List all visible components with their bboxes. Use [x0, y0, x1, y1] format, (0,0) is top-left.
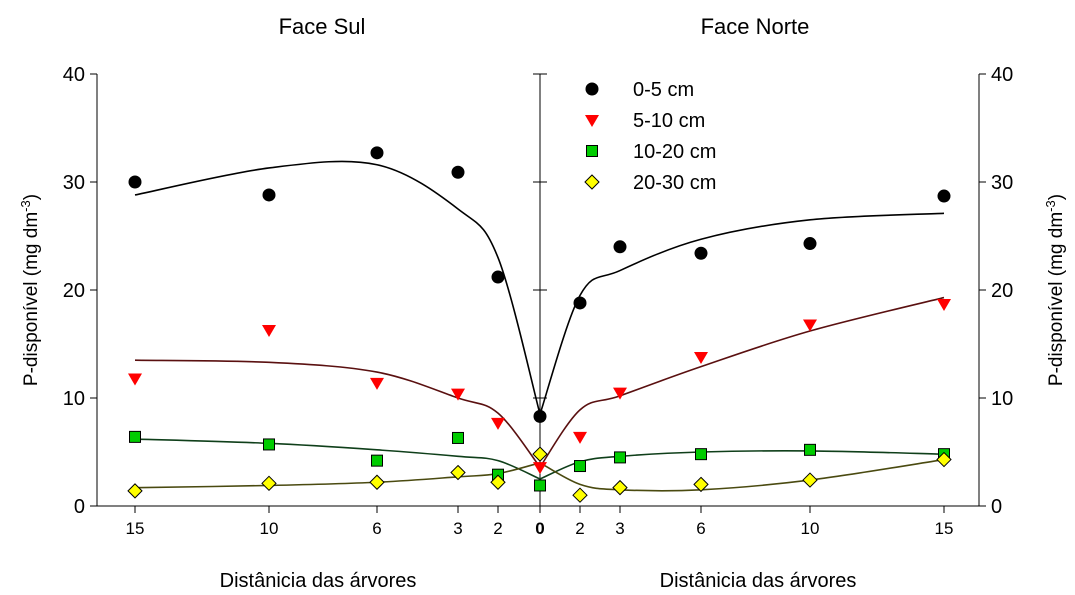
- data-point: [452, 431, 464, 444]
- data-point: [127, 483, 143, 499]
- data-point: [262, 188, 276, 202]
- y-tick-label-left: 0: [74, 496, 85, 518]
- y-tick-label-right: 40: [991, 64, 1013, 86]
- data-point: [490, 474, 506, 490]
- data-point: [574, 460, 586, 473]
- data-point: [573, 431, 587, 444]
- x-tick-label: 10: [801, 519, 820, 538]
- x-tick-label: 10: [260, 519, 279, 538]
- data-point: [614, 451, 626, 464]
- legend-marker: [585, 82, 599, 96]
- y-tick-label-left: 30: [63, 172, 85, 194]
- data-point: [612, 479, 628, 496]
- data-point: [370, 146, 384, 160]
- data-point: [937, 189, 951, 203]
- data-point: [451, 388, 465, 401]
- data-point: [129, 430, 141, 443]
- data-point: [128, 175, 142, 189]
- legend-label: 5-10 cm: [633, 110, 705, 132]
- x-tick-label: 15: [935, 519, 954, 538]
- data-point: [936, 451, 952, 468]
- data-point: [695, 448, 707, 461]
- y-axis-title-right: P-disponível (mg dm-3): [1043, 194, 1068, 386]
- data-point: [533, 409, 547, 423]
- y-tick-label-left: 10: [63, 388, 85, 410]
- y-axis-title-left: P-disponível (mg dm-3): [18, 194, 43, 386]
- fit-curve-left: [134, 359, 541, 468]
- data-point: [450, 464, 466, 481]
- data-point: [533, 462, 547, 475]
- y-tick-label-right: 20: [991, 280, 1013, 302]
- data-point: [128, 373, 142, 386]
- fit-curves: [134, 160, 945, 492]
- fit-curve-right: [539, 458, 945, 492]
- x-tick-label: 6: [372, 519, 381, 538]
- legend: 0-5 cm 5-10 cm 10-20 cm 20-30 cm: [584, 79, 716, 194]
- data-point: [693, 476, 709, 493]
- title-left: Face Sul: [279, 14, 366, 39]
- data-point: [451, 165, 465, 179]
- data-point: [694, 246, 708, 260]
- data-point: [263, 438, 275, 451]
- x-tick-label: 3: [453, 519, 462, 538]
- data-point: [371, 454, 383, 467]
- x-axis-label-left: Distânicia das árvores: [220, 570, 417, 592]
- data-point: [573, 296, 587, 310]
- legend-label: 10-20 cm: [633, 141, 716, 163]
- data-point: [802, 472, 818, 488]
- fit-curve-left: [134, 438, 541, 480]
- data-point: [534, 479, 546, 492]
- legend-label: 20-30 cm: [633, 172, 716, 194]
- fit-curve-left: [134, 462, 541, 489]
- y-tick-label-right: 0: [991, 496, 1002, 518]
- x-tick-label: 6: [696, 519, 705, 538]
- data-point: [694, 351, 708, 364]
- data-point: [613, 240, 627, 254]
- legend-marker: [585, 115, 599, 127]
- data-point: [491, 417, 505, 430]
- y-tick-label-right: 30: [991, 172, 1013, 194]
- x-axis-label-right: Distânicia das árvores: [660, 570, 857, 592]
- data-point: [370, 377, 384, 390]
- data-point: [572, 487, 588, 503]
- title-right: Face Norte: [701, 14, 810, 39]
- x-tick-label: 0: [535, 519, 544, 538]
- x-tick-label: 3: [615, 519, 624, 538]
- x-tick-label: 2: [493, 519, 502, 538]
- y-tick-label-right: 10: [991, 388, 1013, 410]
- data-point: [369, 474, 385, 490]
- data-point: [803, 319, 817, 332]
- data-point: [937, 299, 951, 312]
- data-point: [613, 387, 627, 400]
- legend-marker: [584, 174, 600, 190]
- data-point: [804, 443, 816, 456]
- fit-curve-right: [539, 450, 945, 480]
- data-point: [532, 446, 548, 462]
- data-point: [803, 237, 817, 251]
- data-point: [261, 475, 277, 492]
- fit-curve-right: [539, 296, 945, 468]
- legend-marker: [586, 145, 598, 157]
- x-tick-label: 15: [126, 519, 145, 538]
- y-tick-label-left: 40: [63, 64, 85, 86]
- fit-curve-right: [539, 212, 945, 415]
- data-points: [127, 146, 952, 503]
- data-point: [262, 324, 276, 337]
- x-tick-label: 2: [575, 519, 584, 538]
- legend-label: 0-5 cm: [633, 79, 694, 101]
- data-point: [491, 270, 505, 284]
- y-tick-label-left: 20: [63, 280, 85, 302]
- fit-curve-left: [134, 160, 541, 415]
